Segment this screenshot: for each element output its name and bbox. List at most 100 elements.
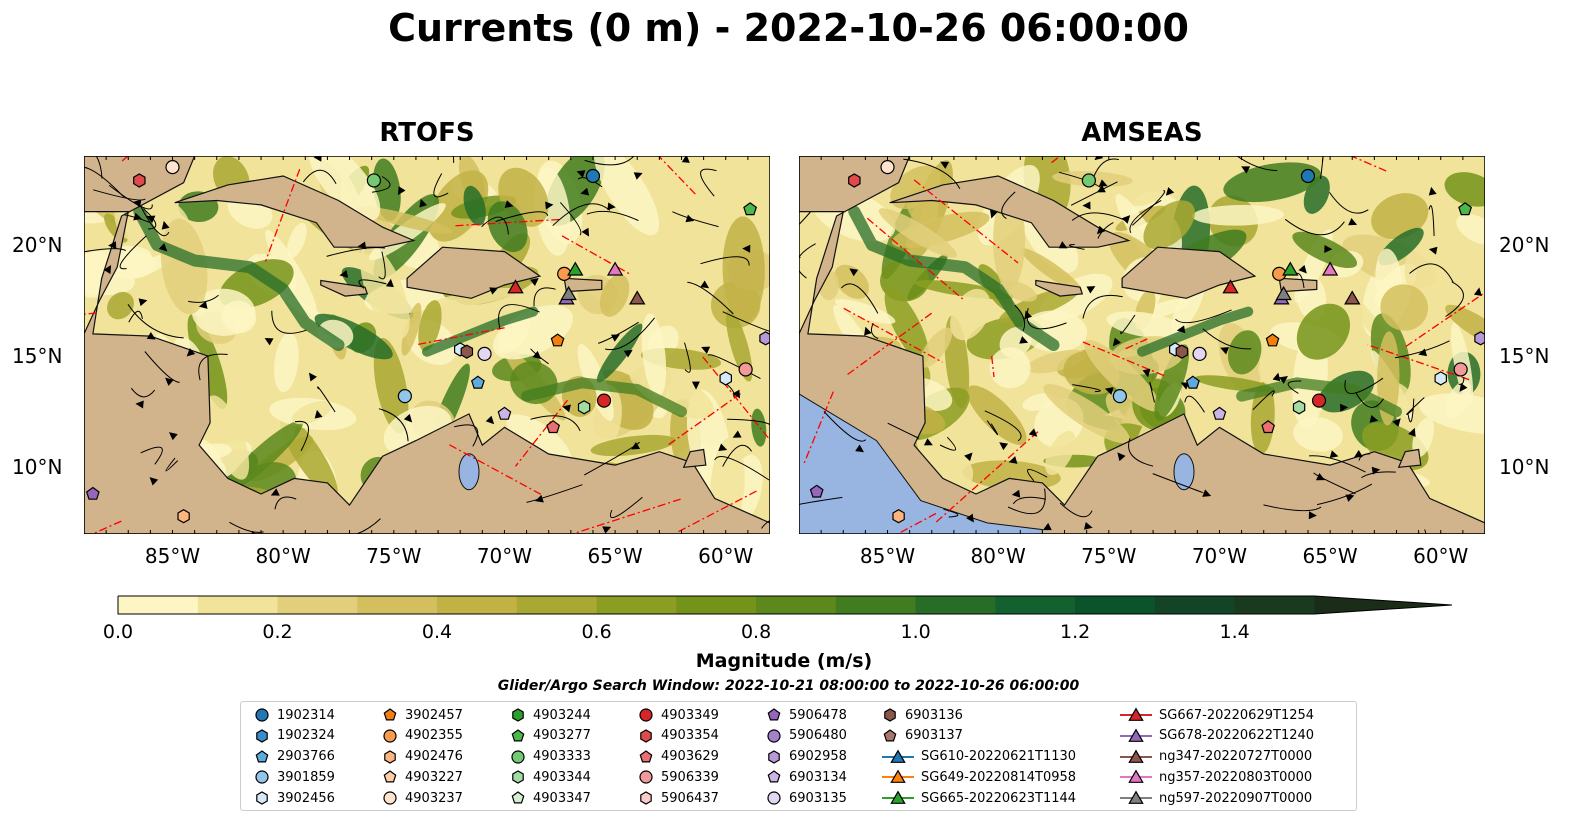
circle-icon[interactable] [639,708,653,722]
float-legend-icon [383,770,397,783]
argo-marker-4903277[interactable] [743,202,758,216]
argo-marker-4903344[interactable] [1292,400,1306,415]
argo-marker-4903349[interactable] [1311,393,1327,408]
glider-marker-ng347-20220727T0000[interactable] [1344,290,1361,305]
argo-marker-3902457[interactable] [550,333,565,347]
legend-item-label: 4902355 [405,728,463,744]
glider-marker-SG667-20220629T1254[interactable] [507,279,524,294]
glider-marker-ng357-20220803T0000[interactable] [1321,261,1339,276]
argo-marker-5906339[interactable] [738,362,753,377]
triangle-icon[interactable] [1128,790,1144,805]
argo-marker-6902958[interactable] [1474,331,1485,346]
argo-marker-5906339[interactable] [1453,362,1468,377]
pentagon-icon[interactable] [511,791,525,804]
triangle-icon[interactable] [890,790,906,805]
pentagon-icon[interactable] [383,770,397,783]
legend-item-label: 4903347 [533,790,591,806]
circle-icon[interactable] [255,770,269,784]
argo-marker-2903766[interactable] [1185,375,1200,389]
glider-marker-ng597-20220907T0000[interactable] [560,285,577,301]
glider-marker-ng347-20220727T0000[interactable] [629,290,646,305]
glider-legend-icon [1120,769,1152,784]
amseas-current-map[interactable] [799,156,1485,534]
hexagon-icon[interactable] [256,729,268,743]
argo-marker-6903134[interactable] [1212,406,1227,420]
pentagon-icon[interactable] [883,729,897,742]
triangle-icon[interactable] [1128,769,1144,784]
argo-marker-3901859[interactable] [397,389,412,404]
circle-icon[interactable] [639,770,653,784]
argo-marker-5906478[interactable] [85,486,100,500]
argo-marker-3902456b[interactable] [719,371,733,386]
argo-marker-4903277[interactable] [1458,202,1473,216]
argo-marker-4903354[interactable] [133,173,146,188]
glider-marker-SG665-20220623T1144[interactable] [567,261,584,276]
hexagon-icon[interactable] [640,729,652,743]
pentagon-icon[interactable] [639,749,653,763]
argo-marker-4903237[interactable] [165,160,180,175]
circle-icon[interactable] [255,708,269,722]
pentagon-icon[interactable] [383,708,397,721]
glider-marker-ng357-20220803T0000[interactable] [606,261,624,276]
argo-marker-4903333[interactable] [366,173,381,188]
y-tick-label: 15°N [1499,344,1550,369]
land-puerto-rico [1278,277,1318,293]
argo-marker-3902457[interactable] [1265,333,1280,347]
pentagon-icon[interactable] [767,708,781,721]
argo-marker-6903134[interactable] [497,406,512,420]
argo-marker-6903135[interactable] [1192,346,1207,361]
circle-icon[interactable] [383,791,397,805]
argo-marker-2903766[interactable] [470,375,485,389]
argo-marker-4903629[interactable] [1261,420,1276,434]
triangle-icon[interactable] [1128,728,1144,742]
hexagon-icon[interactable] [640,791,652,805]
hexagon-icon[interactable] [256,791,268,805]
hexagon-icon[interactable] [512,708,524,722]
y-tick-label: 20°N [1499,232,1550,257]
rtofs-current-map[interactable] [84,156,770,534]
argo-marker-3902456b[interactable] [1434,371,1448,386]
colorbar-segment [277,596,358,614]
argo-marker-3901859[interactable] [1112,389,1127,404]
legend-item-4902355: 4902355 [381,726,463,746]
pentagon-icon[interactable] [255,749,269,763]
circle-icon[interactable] [767,729,781,743]
glider-marker-SG665-20220623T1144[interactable] [1282,261,1299,276]
float-legend-icon [384,749,396,764]
pentagon-icon[interactable] [511,729,525,742]
x-tick-label: 65°W [1302,544,1358,568]
argo-marker-4903629[interactable] [546,420,561,434]
argo-marker-4902476[interactable] [892,509,905,524]
hexagon-icon[interactable] [884,708,896,722]
legend-item-label: 3902456 [277,790,335,806]
hexagon-icon[interactable] [512,770,524,785]
argo-marker-4903354[interactable] [848,173,861,188]
argo-marker-6903136[interactable] [460,344,474,359]
argo-marker-1902314[interactable] [585,168,601,184]
legend-item-6902958: 6902958 [765,747,847,767]
argo-marker-4903333[interactable] [1081,173,1096,188]
glider-marker-ng597-20220907T0000[interactable] [1275,285,1292,301]
legend-item-label: ng347-20220727T0000 [1159,749,1313,765]
triangle-icon[interactable] [890,749,906,763]
triangle-icon[interactable] [1128,749,1144,763]
circle-icon[interactable] [511,749,525,764]
glider-marker-SG667-20220629T1254[interactable] [1222,279,1239,294]
argo-marker-6903135[interactable] [477,346,492,361]
pentagon-icon[interactable] [767,770,781,783]
argo-marker-4902476[interactable] [177,509,190,524]
hexagon-icon[interactable] [384,749,396,764]
argo-marker-6903136[interactable] [1175,344,1189,359]
triangle-icon[interactable] [1128,707,1144,721]
hexagon-icon[interactable] [768,749,780,764]
argo-marker-4903344[interactable] [577,400,591,415]
argo-marker-4903349[interactable] [596,393,612,408]
circle-icon[interactable] [383,729,397,743]
triangle-icon[interactable] [890,769,906,784]
argo-marker-6902958[interactable] [759,331,770,346]
argo-marker-1902314[interactable] [1300,168,1316,184]
argo-marker-4903237[interactable] [880,160,895,175]
land-hispaniola [1121,246,1257,299]
argo-marker-5906478[interactable] [809,484,824,498]
circle-icon[interactable] [767,791,781,805]
